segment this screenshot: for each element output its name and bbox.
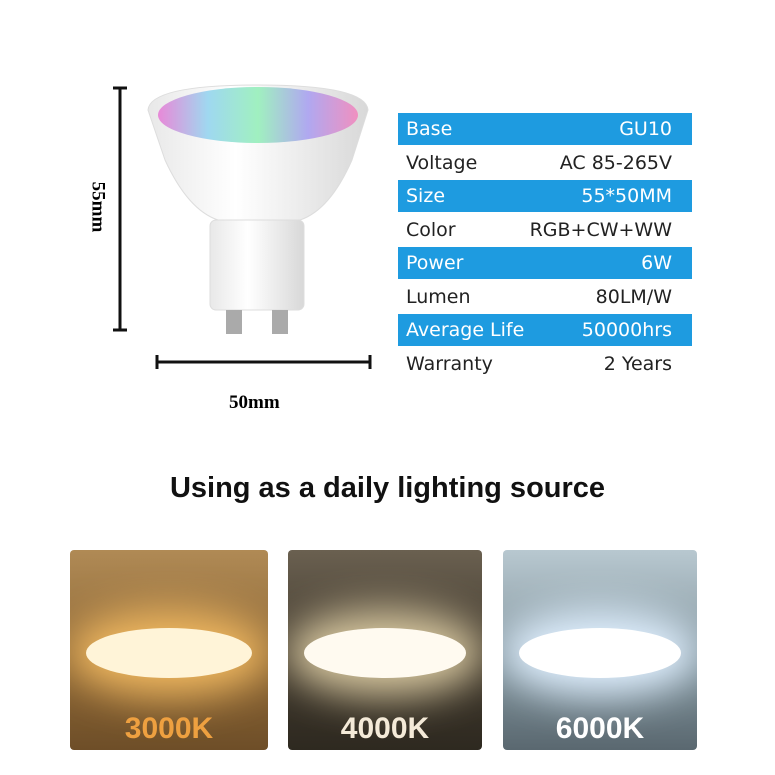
heading: Using as a daily lighting source [169, 472, 606, 504]
spec-row: Voltage AC 85-265V [398, 146, 692, 179]
spec-value: 80LM/W [595, 285, 672, 308]
spec-value: 2 Years [603, 352, 672, 375]
swatch: 4000K [288, 550, 482, 750]
swatch-label: 4000K [340, 712, 430, 745]
swatch-label: 6000K [555, 712, 645, 745]
swatch: 6000K [503, 550, 697, 750]
light-glow [85, 628, 253, 678]
spec-value: RGB+CW+WW [529, 218, 672, 241]
spec-value: 55*50MM [581, 185, 672, 207]
spec-table: Base GU10 Voltage AC 85-265V Size 55*50MM Colo… [398, 112, 692, 380]
spec-row: Power 6W [398, 247, 692, 279]
spec-label: Voltage [406, 151, 478, 174]
spec-value: 50000hrs [581, 319, 672, 341]
spec-row: Average Life 50000hrs [398, 314, 692, 346]
spec-label: Lumen [406, 285, 471, 308]
swatch: 3000K [70, 550, 268, 750]
spec-row: Size 55*50MM [398, 180, 692, 212]
spec-row: Base GU10 [398, 113, 692, 145]
spec-value: GU10 [619, 118, 672, 140]
spec-label: Base [406, 118, 453, 140]
spec-value: 6W [641, 252, 672, 274]
spec-row: Color RGB+CW+WW [398, 213, 692, 246]
light-glow [518, 628, 682, 678]
spec-label: Color [406, 218, 456, 241]
swatch-label: 3000K [124, 712, 214, 745]
light-glow [303, 628, 467, 678]
height-label: 55mm [87, 181, 109, 233]
spec-label: Warranty [406, 352, 493, 375]
spec-label: Size [406, 185, 446, 207]
spec-value: AC 85-265V [559, 151, 672, 174]
spec-label: Power [406, 252, 464, 274]
bulb-drawing [113, 84, 372, 369]
width-label: 50mm [229, 392, 280, 413]
spec-row: Lumen 80LM/W [398, 280, 692, 313]
spec-label: Average Life [406, 319, 525, 341]
spec-row: Warranty 2 Years [398, 347, 692, 380]
